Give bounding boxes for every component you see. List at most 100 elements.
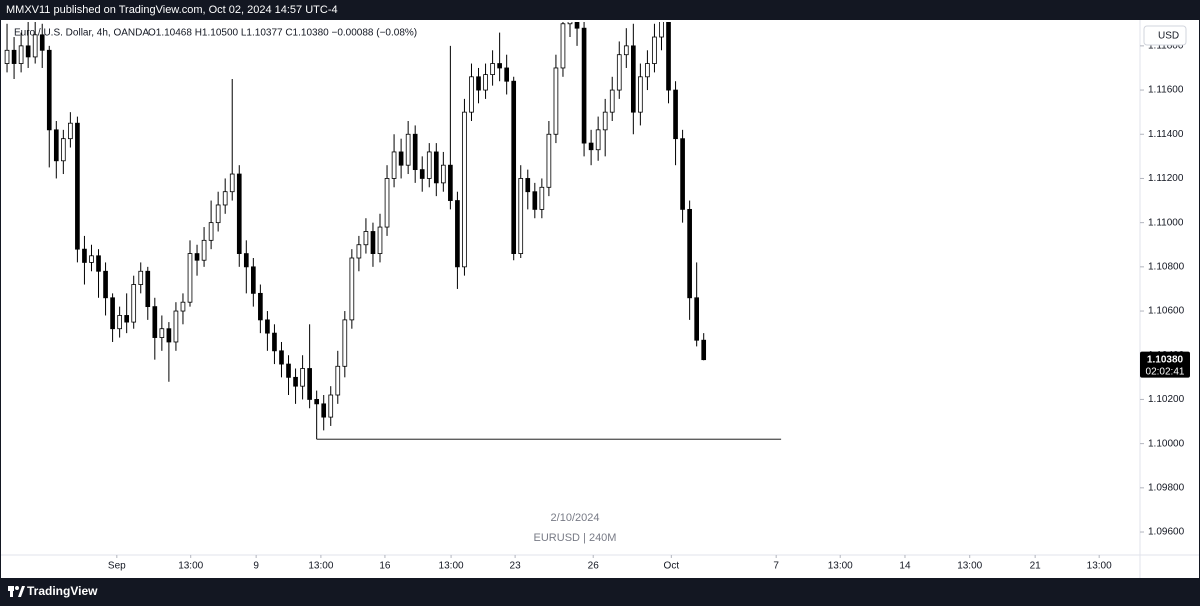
candle-body [433,151,439,184]
watermark-symbol: EURUSD | 240M [534,532,617,544]
candle-body [595,129,601,151]
candle-body [89,255,94,263]
axes: 1.096001.098001.100001.102001.104001.106… [108,41,1190,572]
logo-mark [10,586,13,597]
ohlc-legend: O1.10468 H1.10500 L1.10377 C1.10380 −0.0… [148,28,417,39]
y-tick-label: 1.10800 [1148,261,1185,272]
candle-body [546,133,552,188]
x-tick-label: 13:00 [308,561,333,572]
candle-body [307,368,312,400]
watermark-date: 2/10/2024 [551,512,600,524]
y-tick-label: 1.11200 [1148,173,1184,184]
candle-body [286,363,291,378]
candle-body [187,253,193,303]
candle-body [300,368,305,387]
last-price-label: 1.10380 [1147,354,1184,365]
footer-logo: TradingView [8,584,98,598]
candle-body [616,54,622,91]
candle-body [39,34,45,51]
x-tick-label: 23 [510,561,522,572]
y-tick-label: 1.11000 [1148,217,1184,228]
candle-body [652,36,657,64]
candle-body [623,45,629,56]
candle-body [574,22,580,29]
candle-body [131,284,137,323]
candle-body [518,178,524,254]
candle-body [166,328,172,343]
candle-body [588,142,594,151]
candle-body [630,45,636,113]
candle-body [511,80,517,254]
candle-body [82,248,87,263]
candle-body [60,138,66,162]
x-tick-label: 26 [588,561,600,572]
candle-body [391,151,397,179]
candle-body [243,253,249,268]
candle-body [173,310,179,343]
y-tick-label: 1.11400 [1148,129,1184,140]
candle-body [208,222,214,241]
candle-body [194,253,200,261]
candle-body [349,257,355,321]
y-tick-label: 1.11800 [1148,41,1184,52]
currency-button[interactable] [1143,25,1187,46]
candle-body [455,200,460,268]
candle-body [293,376,298,387]
candle-body [222,191,228,206]
candle-body [539,186,545,210]
candle-body [370,231,376,254]
candle-body [229,173,235,193]
candle-body [659,22,664,38]
currency-label[interactable]: USD [1158,31,1179,42]
candle-body [180,301,186,312]
footer-brand: TradingView [27,584,98,598]
candle-body [46,49,52,131]
candle-body [532,191,538,210]
y-tick-label: 1.10600 [1148,306,1185,317]
chart-background [1,20,1199,578]
y-tick-label: 1.11600 [1148,85,1184,96]
candle-body [384,178,390,228]
candle-body [258,292,263,321]
candle-body [567,22,573,25]
candle-body [525,178,531,193]
candle-body [687,208,692,299]
candle-body [18,45,24,64]
candle-body [110,297,115,330]
candle-body [96,255,101,272]
x-tick-label: 13:00 [439,561,464,572]
x-tick-label: 9 [253,561,259,572]
candle-body [426,151,432,179]
x-tick-label: 13:00 [178,561,203,572]
candle-body [152,306,158,338]
y-tick-label: 1.09600 [1148,527,1185,538]
candle-body [250,266,256,294]
candle-body [201,239,207,261]
candle-body [609,89,615,113]
candle-body [68,122,73,140]
candle-body [405,133,411,166]
symbol-info: Euro / U.S. Dollar, 4h, OANDA [14,28,149,39]
candle-body [602,111,608,131]
candle-body [673,89,678,140]
last-price-tag [1140,351,1190,378]
x-tick-label: 13:00 [828,561,853,572]
candle-body [412,133,418,171]
candle-body [440,164,446,184]
x-tick-label: Sep [108,561,126,572]
y-tick-label: 1.09800 [1148,482,1185,493]
candle-body [553,67,559,135]
candle-body [476,76,481,91]
candle-body [103,270,108,299]
candle-body [145,270,151,308]
candle-body [356,244,362,259]
candle-body [328,394,334,418]
bar-countdown: 02:02:41 [1146,366,1185,377]
candle-body [321,403,327,418]
candle-body [462,111,467,268]
candle-body [419,169,425,179]
candle-body [638,76,643,113]
candle-body [377,226,383,254]
candle-body [581,27,587,144]
